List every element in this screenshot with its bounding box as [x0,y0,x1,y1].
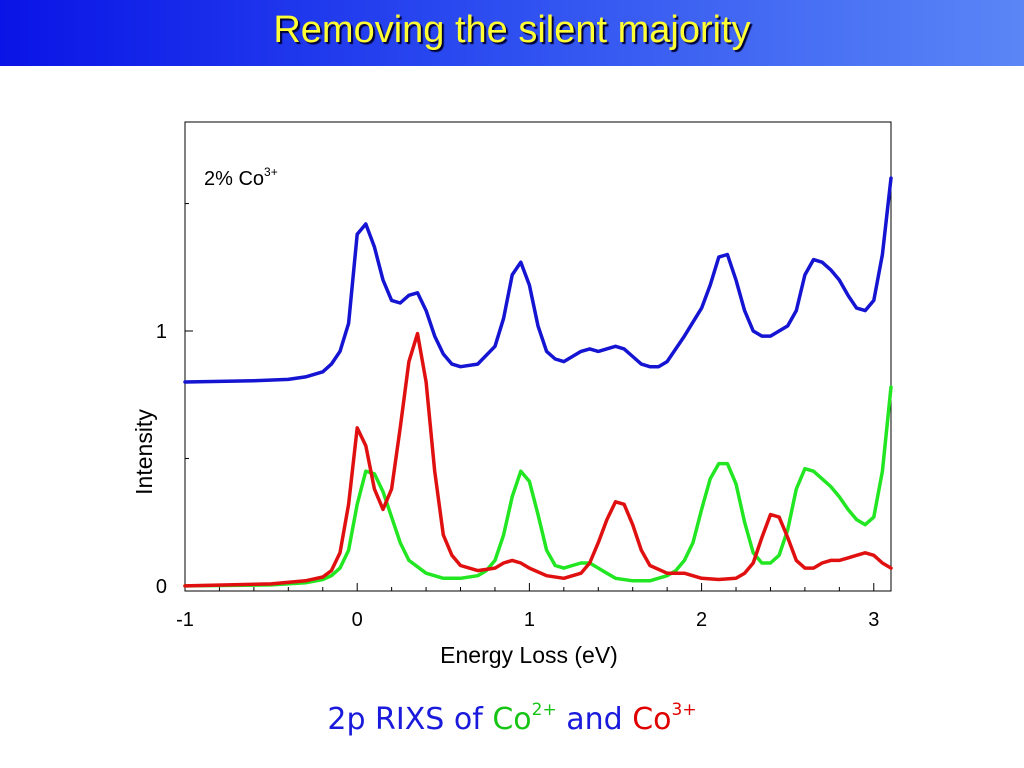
caption-co2: Co2+ [492,700,557,737]
annotation-superscript: 3+ [264,165,278,179]
series-line-0 [183,176,893,384]
caption-co2-base: Co [492,702,532,737]
rixs-chart: -1 0 1 2 3 0 1 2% Co3+ Energy Loss (eV) Intens… [131,121,893,668]
title-bar: Removing the silent majority [0,0,1024,66]
y-tick-label: 0 [156,576,167,598]
caption-middle: and [556,702,633,737]
x-tick-label: -1 [176,609,194,631]
co3-fraction-annotation: 2% Co3+ [204,165,278,190]
caption-co3: Co3+ [632,700,697,737]
series-line-1 [183,385,893,588]
annotation-base: 2% Co [204,168,264,190]
axes-layer: -1 0 1 2 3 0 1 [156,203,879,631]
x-tick-label: 1 [524,609,535,631]
plot-frame [184,121,892,592]
caption-co3-sup: 3+ [671,700,697,720]
y-tick-label: 1 [156,321,167,343]
caption-prefix: 2p RIXS of [327,702,493,737]
series-layer [183,176,893,588]
x-axis-label: Energy Loss (eV) [440,642,618,668]
x-tick-label: 3 [868,609,879,631]
x-tick-label: 2 [696,609,707,631]
caption-co2-sup: 2+ [531,700,557,720]
caption-co3-base: Co [632,702,672,737]
slide-caption: 2p RIXS of Co2+ and Co3+ [0,700,1024,737]
slide-title: Removing the silent majority [273,9,751,51]
series-line-2 [183,331,893,588]
y-axis-label: Intensity [131,409,157,495]
x-tick-label: 0 [352,609,363,631]
